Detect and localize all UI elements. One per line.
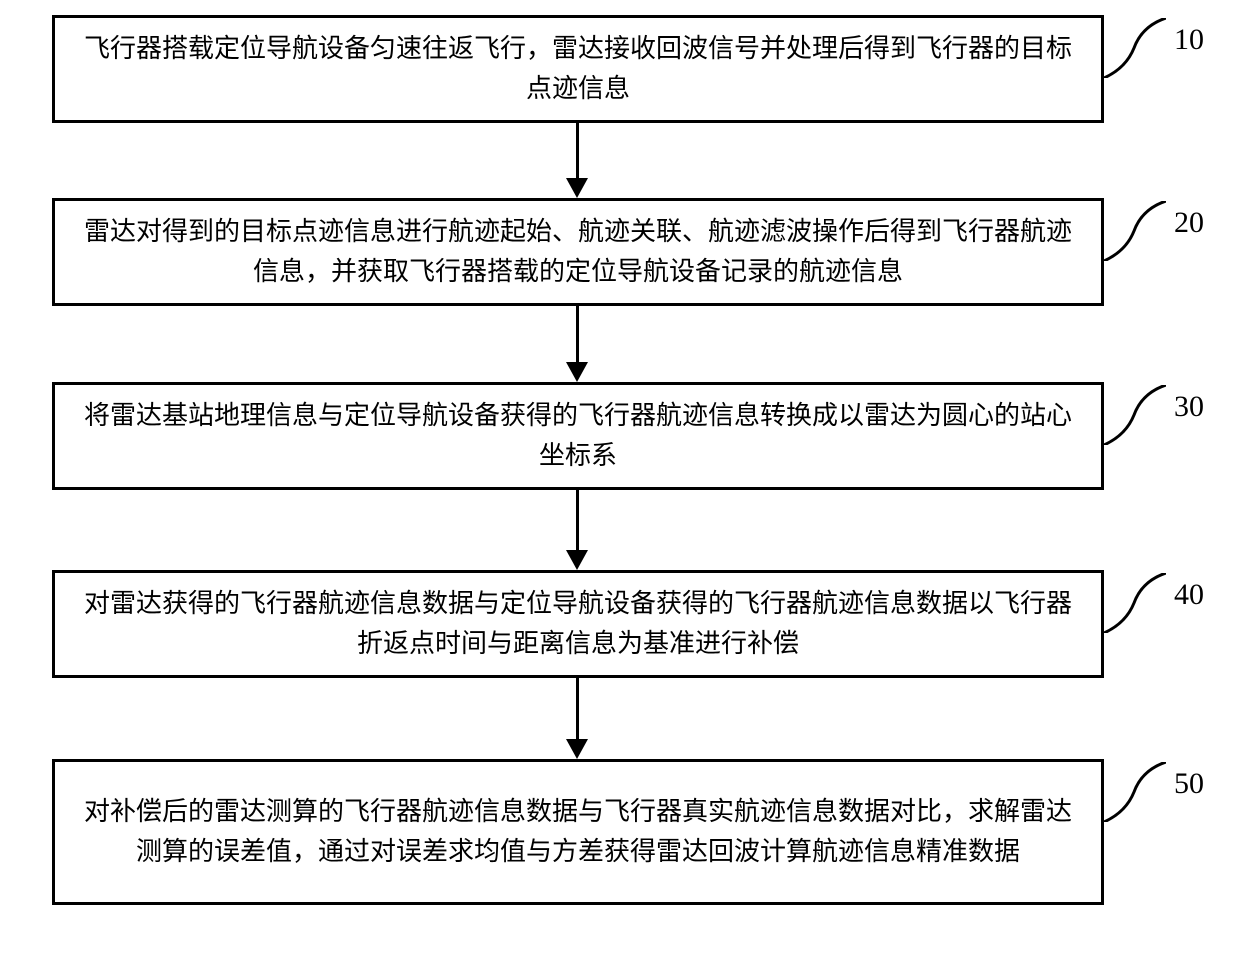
step-num-10: 10 — [1174, 23, 1204, 57]
step-text-30: 将雷达基站地理信息与定位导航设备获得的飞行器航迹信息转换成以雷达为圆心的站心坐标… — [79, 396, 1077, 477]
arrow-10-20 — [576, 123, 579, 178]
arrow-30-40 — [576, 490, 579, 550]
arrow-head-20-30 — [566, 362, 588, 382]
bracket-10 — [1104, 18, 1166, 78]
step-num-20: 20 — [1174, 206, 1204, 240]
step-text-10: 飞行器搭载定位导航设备匀速往返飞行，雷达接收回波信号并处理后得到飞行器的目标点迹… — [79, 29, 1077, 110]
step-text-40: 对雷达获得的飞行器航迹信息数据与定位导航设备获得的飞行器航迹信息数据以飞行器折返… — [79, 584, 1077, 665]
step-box-50: 对补偿后的雷达测算的飞行器航迹信息数据与飞行器真实航迹信息数据对比，求解雷达测算… — [52, 759, 1104, 905]
bracket-40 — [1104, 573, 1166, 633]
arrow-40-50 — [576, 678, 579, 739]
arrow-20-30 — [576, 306, 579, 362]
bracket-50 — [1104, 762, 1166, 822]
step-num-30: 30 — [1174, 390, 1204, 424]
step-box-30: 将雷达基站地理信息与定位导航设备获得的飞行器航迹信息转换成以雷达为圆心的站心坐标… — [52, 382, 1104, 490]
step-num-40: 40 — [1174, 578, 1204, 612]
bracket-30 — [1104, 385, 1166, 445]
arrow-head-40-50 — [566, 739, 588, 759]
step-num-50: 50 — [1174, 767, 1204, 801]
flowchart-canvas: 飞行器搭载定位导航设备匀速往返飞行，雷达接收回波信号并处理后得到飞行器的目标点迹… — [0, 0, 1240, 979]
bracket-20 — [1104, 201, 1166, 261]
step-text-50: 对补偿后的雷达测算的飞行器航迹信息数据与飞行器真实航迹信息数据对比，求解雷达测算… — [79, 792, 1077, 873]
step-box-10: 飞行器搭载定位导航设备匀速往返飞行，雷达接收回波信号并处理后得到飞行器的目标点迹… — [52, 15, 1104, 123]
step-text-20: 雷达对得到的目标点迹信息进行航迹起始、航迹关联、航迹滤波操作后得到飞行器航迹信息… — [79, 212, 1077, 293]
arrow-head-30-40 — [566, 550, 588, 570]
step-box-40: 对雷达获得的飞行器航迹信息数据与定位导航设备获得的飞行器航迹信息数据以飞行器折返… — [52, 570, 1104, 678]
arrow-head-10-20 — [566, 178, 588, 198]
step-box-20: 雷达对得到的目标点迹信息进行航迹起始、航迹关联、航迹滤波操作后得到飞行器航迹信息… — [52, 198, 1104, 306]
